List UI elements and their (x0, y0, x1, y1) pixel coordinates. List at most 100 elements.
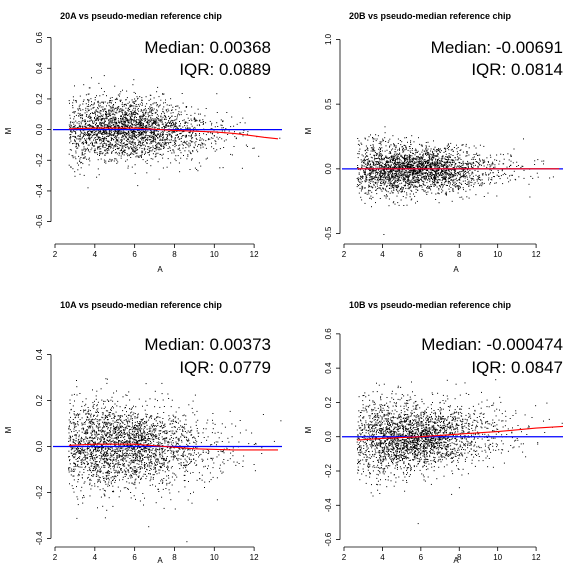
data-point (98, 115, 100, 117)
data-point (388, 198, 390, 200)
data-point (479, 179, 481, 180)
data-point (137, 113, 139, 115)
data-point (394, 167, 396, 169)
data-point (153, 136, 155, 138)
data-point (481, 182, 483, 184)
data-point (79, 125, 81, 127)
data-point (98, 136, 100, 138)
data-point (380, 171, 382, 173)
data-point (394, 173, 396, 174)
data-point (150, 121, 152, 123)
data-point (496, 154, 498, 156)
data-point (404, 157, 406, 159)
data-point (377, 163, 379, 165)
data-point (451, 160, 453, 162)
data-point (432, 182, 434, 183)
data-point (205, 147, 207, 149)
data-point (108, 119, 110, 121)
data-point (428, 165, 430, 167)
data-point (134, 110, 136, 112)
data-point (151, 127, 153, 129)
data-point (97, 136, 99, 138)
data-point (409, 166, 411, 168)
data-point (245, 144, 247, 146)
data-point (398, 178, 400, 180)
data-point (371, 165, 373, 167)
data-point (180, 114, 182, 116)
data-point (422, 180, 424, 182)
data-point (458, 165, 460, 167)
data-point (141, 122, 143, 124)
data-point (158, 105, 160, 107)
data-point (90, 117, 92, 119)
data-point (434, 182, 436, 184)
data-point (104, 125, 106, 127)
data-point (165, 125, 167, 127)
data-point (141, 136, 143, 138)
data-point (379, 167, 381, 169)
data-point (122, 126, 124, 128)
x-ticks-20b: 2 4 6 8 10 12 (342, 243, 541, 259)
data-point (122, 145, 124, 147)
data-point (393, 184, 395, 186)
data-point (212, 133, 213, 135)
data-point (464, 180, 466, 182)
y-tick-label: 0.5 (324, 98, 333, 110)
data-point (134, 148, 136, 150)
data-point (427, 160, 429, 162)
data-point (427, 164, 429, 166)
data-point (398, 179, 400, 181)
data-point (480, 179, 482, 181)
data-point (432, 161, 433, 163)
data-point (406, 204, 408, 206)
data-point (360, 142, 362, 144)
data-point (461, 175, 463, 177)
data-point (107, 148, 109, 150)
data-point (83, 134, 85, 136)
data-point (99, 143, 101, 145)
data-point (367, 155, 369, 157)
data-point (431, 178, 433, 179)
data-point (166, 137, 168, 139)
data-point (154, 118, 156, 120)
data-point (154, 127, 156, 129)
x-tick-label: 4 (380, 250, 385, 259)
data-point (417, 177, 419, 178)
data-point (441, 170, 443, 172)
data-point (357, 184, 359, 186)
data-point (422, 176, 424, 178)
data-point (144, 108, 146, 110)
data-point (85, 126, 87, 128)
data-point (423, 176, 425, 178)
data-point (365, 166, 367, 168)
data-point (404, 162, 406, 164)
data-point (409, 182, 411, 184)
data-point (148, 115, 150, 117)
data-point (127, 124, 129, 126)
data-point (165, 142, 167, 144)
data-point (369, 185, 370, 187)
data-point (177, 105, 179, 107)
data-point (394, 186, 396, 188)
data-point (165, 118, 167, 120)
data-point (358, 150, 360, 152)
data-point (80, 162, 81, 164)
data-point (411, 165, 413, 167)
data-point (440, 174, 442, 176)
data-point (156, 124, 158, 126)
data-point (446, 172, 448, 174)
data-point (429, 164, 431, 166)
data-point (365, 180, 367, 182)
data-point (412, 148, 413, 149)
data-point (138, 155, 140, 157)
data-point (478, 174, 480, 176)
data-point (94, 139, 96, 141)
data-point (489, 154, 491, 156)
data-point (419, 184, 421, 186)
data-point (393, 182, 395, 183)
data-point (154, 118, 156, 120)
data-point (89, 87, 91, 89)
data-point (377, 135, 379, 137)
data-point (450, 142, 452, 144)
data-point (135, 134, 137, 136)
